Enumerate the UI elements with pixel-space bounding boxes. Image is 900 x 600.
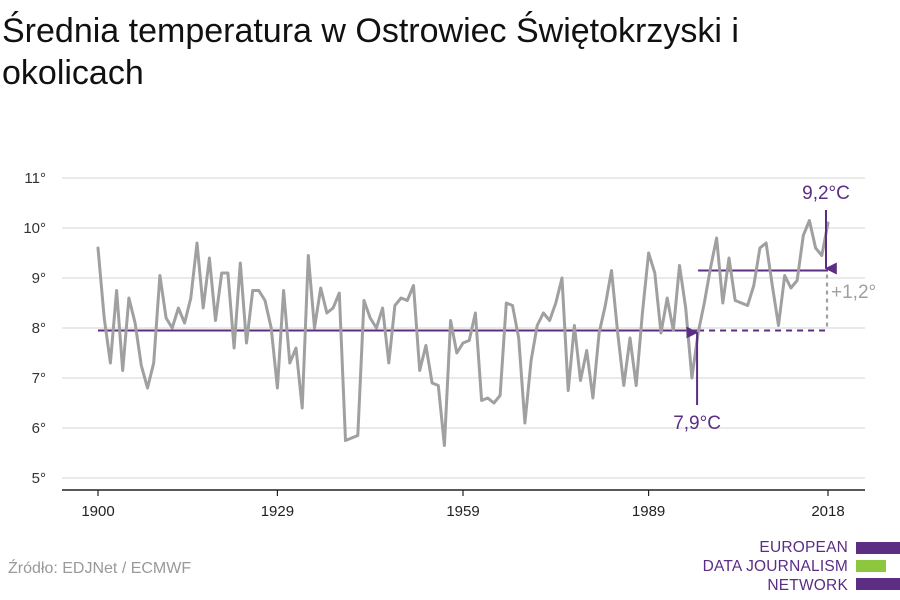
x-tick-label-2018: 2018 [811,503,844,520]
logo-bar-green [856,560,886,572]
y-axis-ticks: 5° 6° 7° 8° 9° 10° 11° [23,170,46,487]
logo-line-network: NETWORK [767,577,848,594]
x-tick-label-1929: 1929 [261,503,294,520]
temperature-series-line [96,219,830,447]
temperature-chart: 5° 6° 7° 8° 9° 10° 11° 1900 1929 1959 1989 2018 9,… [23,170,876,520]
y-tick-label-11: 11° [24,170,46,187]
logo-line-data-journalism: DATA JOURNALISM [702,558,848,575]
y-tick-label-7: 7° [32,370,46,387]
logo-bar-purple-top [856,542,900,554]
y-tick-label-8: 8° [32,320,46,337]
x-tick-label-1900: 1900 [81,503,114,520]
edjnet-logo: EUROPEAN DATA JOURNALISM NETWORK [690,538,900,598]
baseline-mean-label: 7,9°C [673,413,721,434]
x-axis-ticks: 1900 1929 1959 1989 2018 [62,489,865,520]
logo-line-european: EUROPEAN [759,539,848,556]
logo-bar-purple-bottom [856,578,900,590]
grid-lines [62,177,865,479]
source-note: Źródło: EDJNet / ECMWF [8,560,192,577]
x-tick-label-1989: 1989 [632,503,665,520]
y-tick-label-6: 6° [32,420,46,437]
y-tick-label-10: 10° [23,220,46,237]
series-layer [96,219,830,447]
delta-label: +1,2° [831,282,876,303]
y-tick-label-5: 5° [32,470,46,487]
x-tick-label-1959: 1959 [446,503,479,520]
chart-title: Średnia temperatura w Ostrowiec Świętokr… [2,12,739,92]
y-tick-label-9: 9° [32,270,46,287]
annotations: 9,2°C 7,9°C +1,2° [673,183,876,434]
recent-mean-label: 9,2°C [802,183,850,204]
